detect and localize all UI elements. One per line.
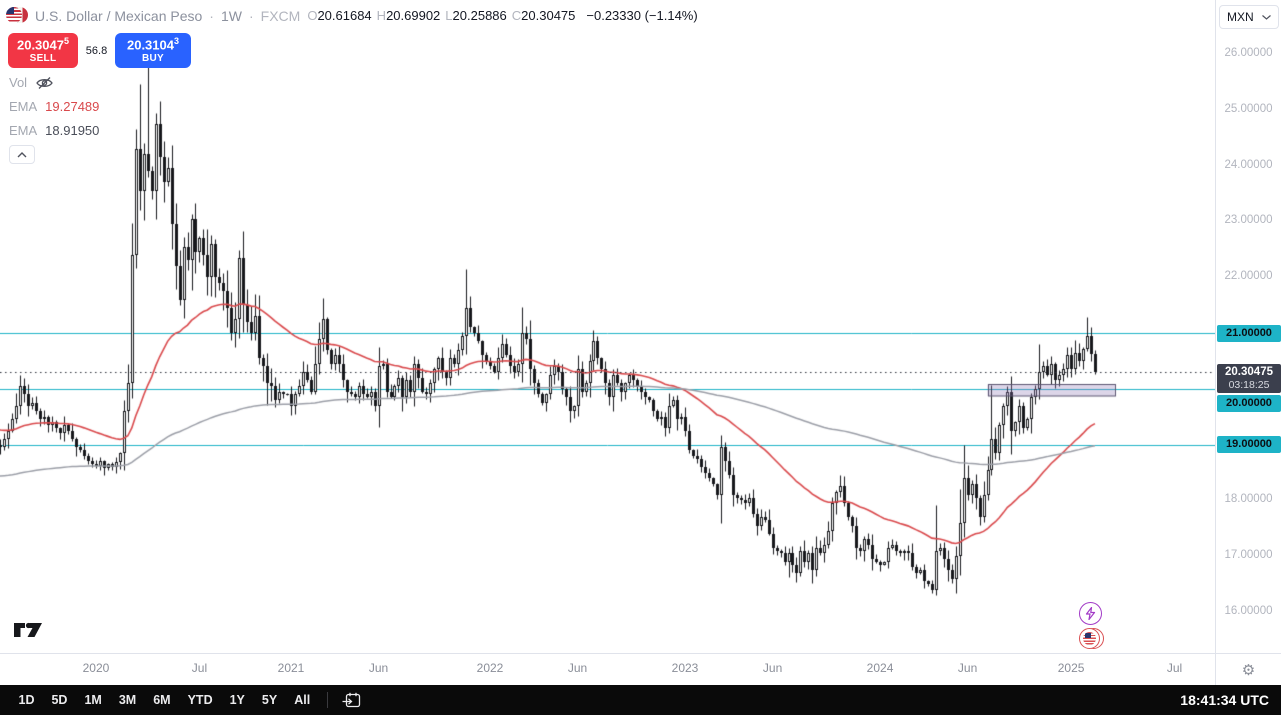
time-tick-label: 2023	[671, 661, 699, 675]
close-value: 20.30475	[521, 8, 576, 23]
ema-fast-legend-row: EMA 19.27489	[9, 99, 99, 114]
time-tick-label: Jun	[368, 661, 389, 675]
symbol-header[interactable]: U.S. Dollar / Mexican Peso · 1W · FXCM O…	[6, 6, 698, 25]
time-tick-label: Jun	[957, 661, 978, 675]
level-price-badge: 19.00000	[1217, 436, 1281, 454]
ema-slow-legend-row: EMA 18.91950	[9, 123, 99, 138]
separator-dot: ·	[248, 7, 254, 24]
go-to-date-button[interactable]	[342, 692, 361, 709]
price-chart-canvas[interactable]	[0, 0, 1215, 653]
scale-settings-corner: ⚙	[1215, 653, 1281, 685]
range-button-1d[interactable]: 1D	[18, 693, 35, 707]
close-letter: C	[511, 8, 522, 23]
price-tick-label: 16.00000	[1224, 605, 1273, 617]
level-price-badge: 21.00000	[1217, 324, 1281, 342]
range-button-1m[interactable]: 1M	[84, 693, 102, 707]
range-button-all[interactable]: All	[294, 693, 311, 707]
exchange-label[interactable]: FXCM	[260, 7, 301, 24]
price-tick-label: 17.00000	[1224, 549, 1273, 562]
price-tick-label: 22.00000	[1224, 270, 1273, 283]
bottom-toolbar: 1D 5D 1M 3M 6M YTD 1Y 5Y All 18:41:34 UTC	[0, 685, 1281, 715]
range-button-5d[interactable]: 5D	[51, 693, 68, 707]
range-button-6m[interactable]: 6M	[153, 693, 171, 707]
collapse-legend-button[interactable]	[9, 145, 35, 164]
range-button-ytd[interactable]: YTD	[187, 693, 213, 707]
time-tick-label: 2020	[82, 661, 110, 675]
time-tick-label: 2021	[277, 661, 305, 675]
level-price-badge: 20.00000	[1217, 395, 1281, 413]
time-tick-label: Jul	[191, 661, 208, 675]
ema-fast-label[interactable]: EMA	[9, 99, 38, 114]
low-letter: L	[445, 8, 453, 23]
range-button-3m[interactable]: 3M	[118, 693, 137, 707]
spread-value: 56.8	[85, 44, 108, 57]
symbol-pair-flags-icon	[6, 6, 28, 25]
time-tick-label: 2022	[476, 661, 504, 675]
ohlc-values: O20.61684 H20.69902 L20.25886 C20.30475	[307, 8, 575, 23]
high-letter: H	[376, 8, 387, 23]
tradingview-logo[interactable]	[13, 620, 43, 645]
economic-event-bolt-icon[interactable]	[1079, 602, 1102, 625]
price-tick-label: 25.00000	[1224, 102, 1273, 115]
timeframe-label[interactable]: 1W	[220, 7, 242, 24]
symbol-name[interactable]: U.S. Dollar / Mexican Peso	[35, 7, 203, 24]
last-price-badge: 20.30475 03:18:25	[1217, 363, 1281, 393]
ema-slow-label[interactable]: EMA	[9, 123, 38, 138]
open-value: 20.61684	[317, 8, 372, 23]
price-tick-label: 23.00000	[1224, 214, 1273, 227]
currency-label: MXN	[1227, 10, 1254, 24]
us-economic-event-flag-icon[interactable]	[1079, 628, 1104, 651]
currency-selector[interactable]: MXN	[1219, 5, 1279, 29]
bar-countdown: 03:18:25	[1228, 378, 1270, 391]
range-button-1y[interactable]: 1Y	[229, 693, 245, 707]
time-tick-label: Jun	[762, 661, 783, 675]
ema-fast-value: 19.27489	[45, 99, 100, 114]
calendar-goto-icon	[342, 692, 360, 707]
eye-hidden-icon[interactable]	[35, 76, 54, 90]
time-tick-label: 2024	[866, 661, 894, 675]
low-value: 20.25886	[452, 8, 507, 23]
buy-button[interactable]: 20.31043 BUY	[115, 33, 191, 68]
event-markers	[1079, 602, 1104, 651]
time-scale[interactable]: 2020 Jul 2021 Jun 2022 Jun 2023 Jun 2024 Jun 2025 J…	[0, 653, 1215, 685]
last-price-value: 20.30475	[1225, 365, 1273, 378]
trade-panel: 20.30475 SELL 56.8 20.31043 BUY	[8, 33, 191, 68]
utc-clock: 18:41:34 UTC	[1180, 692, 1269, 708]
separator-dot: ·	[209, 7, 214, 24]
gear-icon[interactable]: ⚙	[1241, 661, 1256, 679]
sell-button[interactable]: 20.30475 SELL	[8, 33, 78, 68]
price-tick-label: 24.00000	[1224, 158, 1273, 171]
toolbar-divider	[326, 692, 328, 708]
time-tick-label: Jul	[1166, 661, 1183, 675]
high-value: 20.69902	[386, 8, 441, 23]
price-tick-label: 18.00000	[1224, 493, 1273, 506]
volume-legend-row: Vol	[9, 75, 54, 90]
ema-slow-value: 18.91950	[45, 123, 100, 138]
time-tick-label: 2025	[1057, 661, 1085, 675]
price-scale[interactable]: MXN 26.00000 25.00000 24.00000 23.00000 22.0…	[1215, 0, 1281, 653]
time-tick-label: Jun	[567, 661, 588, 675]
price-change: −0.23330 (−1.14%)	[586, 8, 698, 23]
chevron-up-icon	[17, 151, 27, 157]
chevron-down-icon	[1262, 14, 1271, 20]
flag-coin-front	[1079, 628, 1100, 649]
open-letter: O	[307, 8, 318, 23]
us-flag-icon	[6, 7, 22, 23]
volume-label[interactable]: Vol	[9, 75, 28, 90]
date-range-switcher: 1D 5D 1M 3M 6M YTD 1Y 5Y All	[10, 693, 319, 707]
range-button-5y[interactable]: 5Y	[261, 693, 278, 707]
price-tick-label: 26.00000	[1224, 47, 1273, 59]
